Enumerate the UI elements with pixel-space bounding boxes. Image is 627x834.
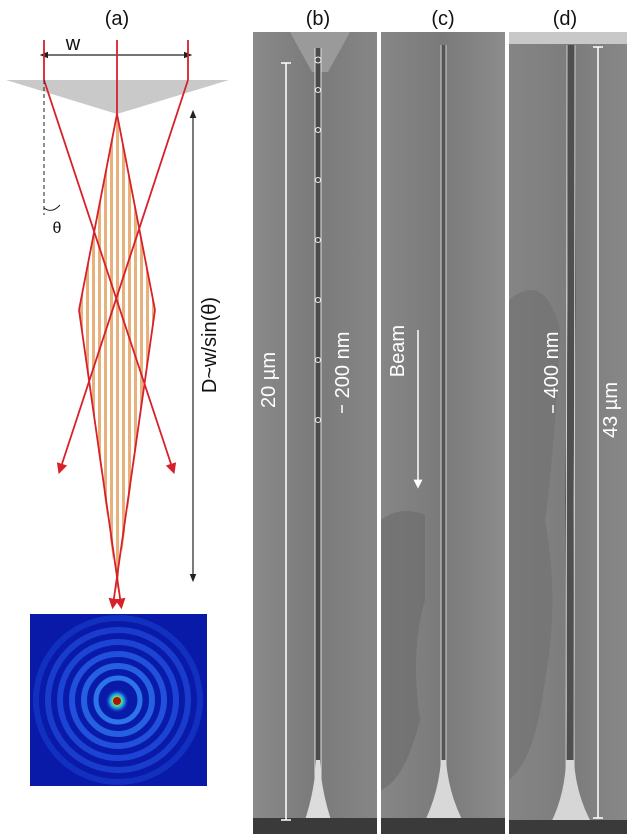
ray-center-right <box>116 113 156 311</box>
ray-left-outer <box>43 79 177 475</box>
panel-c: (c) Beam <box>381 8 505 834</box>
focal-spot-image <box>30 614 207 786</box>
panel-b-label: (b) <box>306 8 330 30</box>
panel-a: (a) w <box>6 8 229 786</box>
ray-lower-right <box>108 309 156 610</box>
ray-right-outer <box>56 79 189 475</box>
panel-b: (b) 20 µm 200 nm <box>253 8 377 834</box>
nanochannel-c <box>441 45 446 805</box>
aperture-width-label: w <box>65 33 81 55</box>
width-label-400nm: 400 nm <box>541 332 563 399</box>
scale-label-43um: 43 µm <box>600 382 622 438</box>
panel-a-label: (a) <box>105 8 129 30</box>
distance-label: D~w/sin(θ) <box>199 297 221 393</box>
interference-region <box>79 115 155 590</box>
panel-c-label: (c) <box>431 8 454 30</box>
panel-d-label: (d) <box>553 8 577 30</box>
angle-arc <box>43 204 61 211</box>
angle-label: θ <box>53 220 62 237</box>
ray-center-left <box>78 113 118 311</box>
beam-label: Beam <box>387 325 409 377</box>
ray-lower-left <box>78 309 126 610</box>
scale-label-20um: 20 µm <box>258 352 280 408</box>
width-label-200nm: 200 nm <box>332 332 354 399</box>
nanochannel-d <box>565 45 576 800</box>
panel-d: (d) 400 nm 43 µm <box>509 8 627 834</box>
nanochannel-b <box>315 48 321 808</box>
